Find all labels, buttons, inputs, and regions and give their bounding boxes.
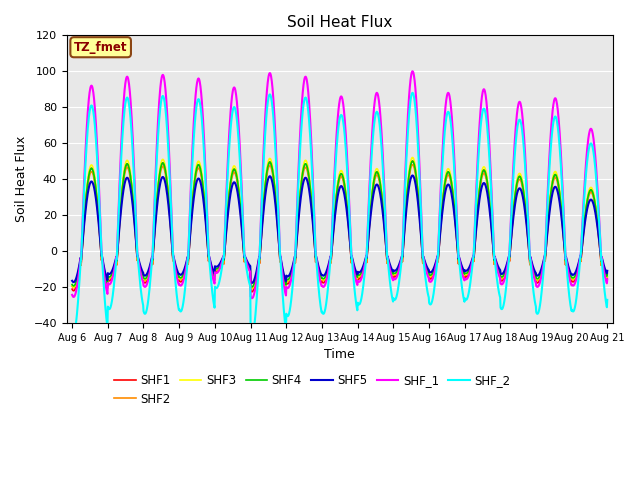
- SHF_1: [541, 255, 548, 261]
- SHF5: [604, 268, 611, 274]
- SHF3: [188, 214, 195, 220]
- Line: SHF1: SHF1: [72, 161, 607, 292]
- SHF5: [174, 270, 182, 276]
- SHF4: [248, 284, 256, 290]
- SHF2: [493, 265, 501, 271]
- SHF4: [174, 273, 182, 278]
- SHF4: [541, 255, 548, 261]
- Y-axis label: Soil Heat Flux: Soil Heat Flux: [15, 136, 28, 222]
- SHF3: [68, 283, 76, 288]
- Line: SHF4: SHF4: [72, 161, 607, 287]
- SHF_2: [424, 288, 431, 293]
- SHF4: [493, 263, 501, 269]
- Title: Soil Heat Flux: Soil Heat Flux: [287, 15, 392, 30]
- Line: SHF5: SHF5: [72, 176, 607, 283]
- SHF5: [247, 279, 255, 285]
- SHF5: [541, 254, 548, 260]
- SHF_2: [68, 326, 76, 332]
- SHF3: [174, 274, 182, 279]
- SHF5: [188, 221, 195, 227]
- SHF5: [493, 262, 501, 267]
- SHF1: [541, 257, 548, 263]
- SHF1: [424, 270, 431, 276]
- Text: TZ_fmet: TZ_fmet: [74, 41, 127, 54]
- Line: SHF_1: SHF_1: [72, 72, 607, 298]
- SHF_1: [68, 292, 76, 298]
- SHF2: [247, 285, 255, 291]
- SHF_2: [493, 278, 501, 284]
- SHF2: [188, 219, 195, 225]
- Line: SHF3: SHF3: [72, 157, 607, 288]
- SHF_1: [247, 294, 255, 300]
- SHF4: [424, 267, 431, 273]
- SHF2: [174, 275, 182, 280]
- SHF2: [248, 286, 256, 291]
- SHF2: [604, 272, 611, 278]
- SHF_1: [248, 295, 256, 301]
- Line: SHF_2: SHF_2: [72, 93, 607, 335]
- SHF3: [248, 285, 256, 291]
- SHF_1: [424, 272, 431, 277]
- SHF1: [408, 158, 416, 164]
- SHF1: [247, 288, 255, 294]
- SHF5: [68, 278, 76, 284]
- SHF1: [248, 289, 256, 295]
- SHF_1: [493, 266, 501, 272]
- SHF5: [424, 265, 431, 271]
- SHF_1: [604, 276, 611, 282]
- SHF4: [247, 283, 255, 289]
- SHF1: [493, 266, 501, 272]
- SHF4: [604, 271, 611, 276]
- SHF3: [408, 155, 416, 160]
- SHF1: [68, 286, 76, 292]
- X-axis label: Time: Time: [324, 348, 355, 361]
- SHF_2: [541, 258, 548, 264]
- Line: SHF2: SHF2: [72, 165, 607, 288]
- SHF3: [424, 267, 431, 273]
- SHF_2: [408, 90, 416, 96]
- SHF1: [604, 274, 611, 280]
- SHF3: [493, 264, 501, 269]
- SHF_2: [247, 330, 255, 336]
- SHF_2: [248, 332, 256, 338]
- SHF5: [248, 280, 256, 286]
- SHF4: [188, 216, 195, 221]
- SHF_2: [174, 303, 182, 309]
- SHF_1: [408, 69, 416, 74]
- SHF_1: [174, 280, 182, 286]
- SHF2: [424, 269, 431, 275]
- SHF1: [188, 217, 195, 223]
- SHF_2: [188, 185, 195, 191]
- SHF2: [541, 257, 548, 263]
- Legend: SHF1, SHF2, SHF3, SHF4, SHF5, SHF_1, SHF_2: SHF1, SHF2, SHF3, SHF4, SHF5, SHF_1, SHF…: [109, 369, 515, 410]
- SHF_1: [188, 176, 195, 182]
- SHF3: [247, 285, 255, 290]
- SHF2: [408, 162, 416, 168]
- SHF2: [68, 283, 76, 289]
- SHF4: [68, 282, 76, 288]
- SHF3: [541, 255, 548, 261]
- SHF4: [408, 158, 416, 164]
- SHF1: [174, 276, 182, 282]
- SHF3: [604, 271, 611, 277]
- SHF5: [408, 173, 416, 179]
- SHF_2: [604, 297, 611, 303]
